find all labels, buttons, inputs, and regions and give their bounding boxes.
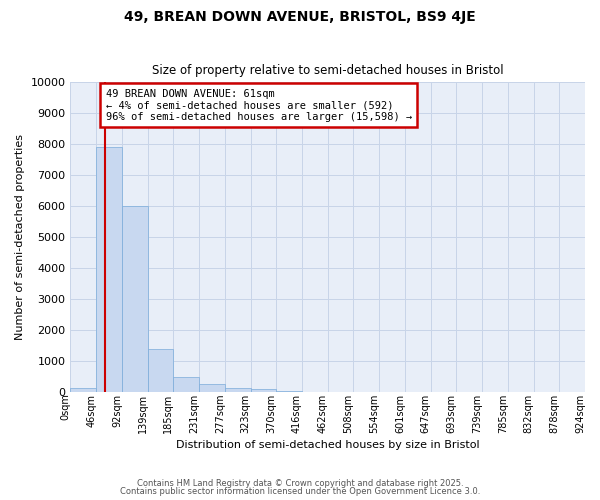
Y-axis label: Number of semi-detached properties: Number of semi-detached properties — [15, 134, 25, 340]
Bar — [225, 388, 251, 392]
Bar — [173, 376, 199, 392]
Bar — [122, 206, 148, 392]
Bar — [199, 384, 225, 392]
Bar — [96, 148, 122, 392]
Bar — [276, 390, 302, 392]
Title: Size of property relative to semi-detached houses in Bristol: Size of property relative to semi-detach… — [152, 64, 503, 77]
X-axis label: Distribution of semi-detached houses by size in Bristol: Distribution of semi-detached houses by … — [176, 440, 479, 450]
Text: Contains HM Land Registry data © Crown copyright and database right 2025.: Contains HM Land Registry data © Crown c… — [137, 478, 463, 488]
Bar — [251, 389, 276, 392]
Text: 49 BREAN DOWN AVENUE: 61sqm
← 4% of semi-detached houses are smaller (592)
96% o: 49 BREAN DOWN AVENUE: 61sqm ← 4% of semi… — [106, 88, 412, 122]
Bar — [148, 349, 173, 392]
Text: Contains public sector information licensed under the Open Government Licence 3.: Contains public sector information licen… — [120, 487, 480, 496]
Text: 49, BREAN DOWN AVENUE, BRISTOL, BS9 4JE: 49, BREAN DOWN AVENUE, BRISTOL, BS9 4JE — [124, 10, 476, 24]
Bar — [70, 388, 96, 392]
